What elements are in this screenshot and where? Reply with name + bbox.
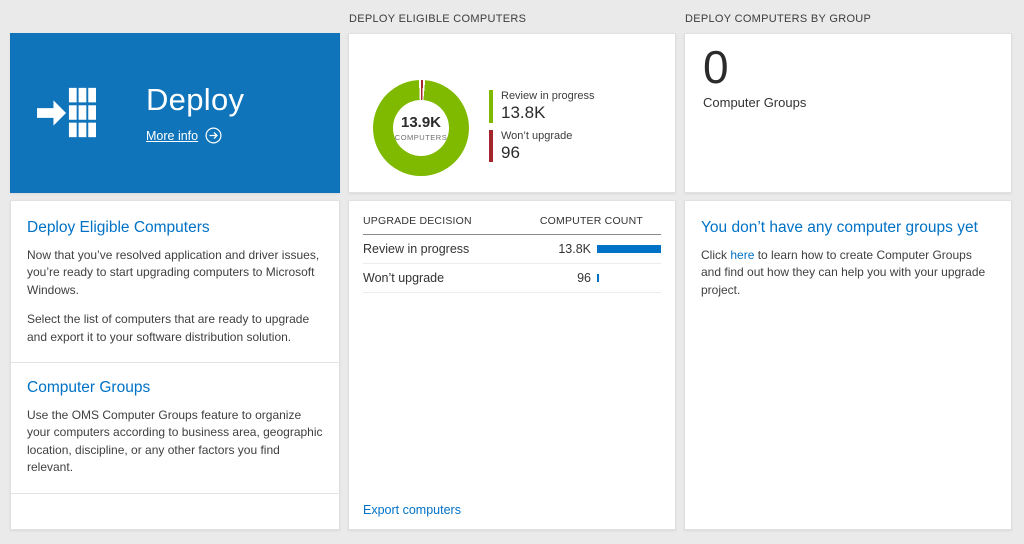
- more-info-link[interactable]: More info: [146, 127, 244, 144]
- deploy-eligible-paragraph-1: Now that you’ve resolved application and…: [27, 248, 320, 297]
- count-bar: [597, 274, 661, 282]
- legend-value: 96: [501, 142, 520, 162]
- computer-groups-heading: Computer Groups: [27, 378, 151, 396]
- computer-groups-section: Computer Groups Use the OMS Computer Gro…: [27, 379, 323, 477]
- row-value: 96: [577, 271, 591, 285]
- more-info-label: More info: [146, 128, 199, 143]
- empty-text-before: Click: [701, 248, 731, 262]
- section-divider: [11, 492, 339, 494]
- section-divider: [11, 361, 339, 363]
- upgrade-decision-table-card: UPGRADE DECISION COMPUTER COUNT Review i…: [348, 200, 676, 530]
- export-computers-link[interactable]: Export computers: [363, 503, 461, 517]
- count-bar: [597, 245, 661, 253]
- legend-label: Won’t upgrade: [501, 129, 573, 142]
- chart-legend: Review in progress 13.8K Won’t upgrade 9…: [489, 90, 595, 169]
- donut-center: 13.9K COMPUTERS: [393, 100, 449, 156]
- deploy-description-card: Deploy Eligible Computers Now that you’v…: [10, 200, 340, 530]
- section-header-deploy-computers-by-group: DEPLOY COMPUTERS BY GROUP: [685, 13, 872, 25]
- row-value: 13.8K: [558, 242, 591, 256]
- empty-state-heading: You don’t have any computer groups yet: [701, 219, 978, 236]
- donut-center-value: 13.9K: [400, 114, 442, 131]
- deploy-eligible-heading: Deploy Eligible Computers: [27, 219, 210, 236]
- computer-groups-empty-card: You don’t have any computer groups yet C…: [684, 200, 1012, 530]
- row-label: Review in progress: [363, 242, 470, 256]
- donut-center-label: COMPUTERS: [394, 133, 448, 142]
- computer-groups-count-tile[interactable]: 0 Computer Groups: [684, 33, 1012, 193]
- column-header-upgrade-decision: UPGRADE DECISION: [363, 215, 472, 227]
- eligible-computers-chart-tile[interactable]: 13.9K COMPUTERS Review in progress 13.8K…: [348, 33, 676, 193]
- empty-text-after: to learn how to create Computer Groups a…: [701, 248, 986, 297]
- empty-state-text: Click here to learn how to create Comput…: [701, 247, 995, 299]
- here-link[interactable]: here: [730, 248, 755, 262]
- section-header-deploy-eligible-computers: DEPLOY ELIGIBLE COMPUTERS: [349, 13, 527, 25]
- legend-label: Review in progress: [501, 90, 595, 102]
- computer-groups-paragraph: Use the OMS Computer Groups feature to o…: [27, 407, 323, 475]
- deploy-eligible-section: Deploy Eligible Computers Now that you’v…: [27, 219, 323, 346]
- table-row[interactable]: Review in progress 13.8K: [363, 235, 661, 264]
- legend-value: 13.8K: [501, 103, 546, 123]
- legend-item-wont-upgrade: Won’t upgrade 96: [489, 129, 595, 163]
- deploy-eligible-paragraph-2: Select the list of computers that are re…: [27, 312, 310, 344]
- count-bar-fill: [597, 245, 661, 253]
- legend-item-review-in-progress: Review in progress 13.8K: [489, 90, 595, 123]
- deploy-tile[interactable]: Deploy More info: [10, 33, 340, 193]
- column-header-computer-count: COMPUTER COUNT: [539, 215, 643, 227]
- donut-chart[interactable]: 13.9K COMPUTERS: [373, 80, 469, 176]
- arrow-circle-icon: [205, 127, 222, 144]
- row-label: Won’t upgrade: [363, 271, 445, 285]
- legend-swatch: [489, 90, 493, 123]
- deploy-icon: [36, 84, 98, 142]
- computer-groups-count: 0: [703, 41, 729, 93]
- table-header-row: UPGRADE DECISION COMPUTER COUNT: [363, 209, 661, 235]
- count-bar-fill: [597, 274, 599, 282]
- computer-groups-count-label: Computer Groups: [703, 94, 807, 110]
- tile-title: Deploy: [146, 82, 245, 117]
- legend-swatch: [489, 129, 493, 163]
- table-row[interactable]: Won’t upgrade 96: [363, 264, 661, 293]
